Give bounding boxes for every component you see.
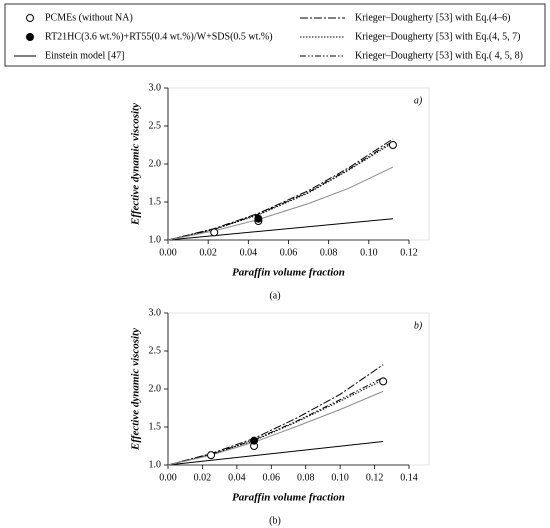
y-tick-label: 2.0 [149, 158, 162, 169]
legend-box [4, 3, 546, 67]
marker [388, 141, 397, 149]
series-line [167, 364, 384, 466]
marker [254, 214, 263, 223]
legend-label: PCMEs (without NA) [45, 12, 133, 23]
y-tick-label: 1.5 [149, 421, 162, 432]
series-line [167, 440, 384, 466]
legend-label: Krieger–Dougherty [53] with Eq.( 4, 5, 8… [355, 50, 523, 61]
panel-caption: (b) [269, 515, 281, 526]
series-line [167, 379, 384, 466]
x-axis-title: Paraffin volume fraction [232, 492, 345, 504]
series-line [167, 142, 394, 241]
series-line [167, 138, 394, 241]
y-tick-label: 2.0 [149, 383, 162, 394]
panel-caption: (a) [269, 290, 280, 301]
y-tick-label: 2.5 [149, 345, 162, 356]
y-tick-label: 1.0 [149, 459, 162, 470]
y-tick-label: 2.5 [149, 120, 162, 131]
x-tick-label: 0.04 [228, 472, 246, 483]
x-tick-label: 0.04 [240, 247, 258, 258]
x-tick-label: 0.12 [400, 247, 418, 258]
x-tick-label: 0.02 [199, 247, 217, 258]
marker [250, 436, 259, 445]
x-tick-label: 0.14 [400, 472, 418, 483]
marker [26, 33, 34, 41]
series-line [167, 140, 394, 241]
marker [379, 377, 388, 386]
y-axis-title: Effective dynamic viscosity [130, 103, 142, 226]
panel-annotation: b) [414, 320, 423, 331]
plot-frame [167, 312, 430, 466]
y-tick-label: 1.0 [149, 234, 162, 245]
plot-frame [167, 87, 430, 241]
x-tick-label: 0.00 [159, 247, 177, 258]
marker [26, 14, 34, 22]
x-tick-label: 0.06 [280, 247, 298, 258]
y-axis-title: Effective dynamic viscosity [130, 328, 142, 451]
series-line [167, 166, 394, 241]
y-tick-label: 3.0 [149, 82, 162, 93]
x-tick-label: 0.06 [263, 472, 281, 483]
legend-label: Krieger–Dougherty [53] with Eq.(4, 5, 7) [355, 31, 521, 42]
legend-label: Krieger–Dougherty [53] with Eq.(4–6) [355, 12, 511, 23]
x-tick-label: 0.10 [331, 472, 349, 483]
legend-label: RT21HC(3.6 wt.%)+RT55(0.4 wt.%)/W+SDS(0.… [45, 31, 273, 42]
y-tick-label: 3.0 [149, 307, 162, 318]
marker [207, 451, 216, 460]
x-tick-label: 0.08 [297, 472, 315, 483]
y-tick-label: 1.5 [149, 196, 162, 207]
x-tick-label: 0.00 [159, 472, 177, 483]
x-tick-label: 0.08 [320, 247, 338, 258]
legend-label: Einstein model [47] [45, 50, 124, 61]
panel-annotation: a) [414, 95, 423, 106]
x-tick-label: 0.10 [360, 247, 378, 258]
series-line [167, 390, 384, 466]
x-tick-label: 0.12 [366, 472, 384, 483]
series-line [167, 218, 393, 241]
x-tick-label: 0.02 [194, 472, 212, 483]
x-axis-title: Paraffin volume fraction [232, 267, 345, 279]
series-line [167, 377, 384, 466]
marker [210, 228, 219, 237]
